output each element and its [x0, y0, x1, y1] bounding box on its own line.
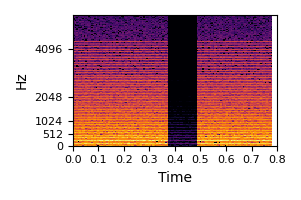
Y-axis label: Hz: Hz [15, 71, 29, 89]
X-axis label: Time: Time [158, 171, 192, 185]
